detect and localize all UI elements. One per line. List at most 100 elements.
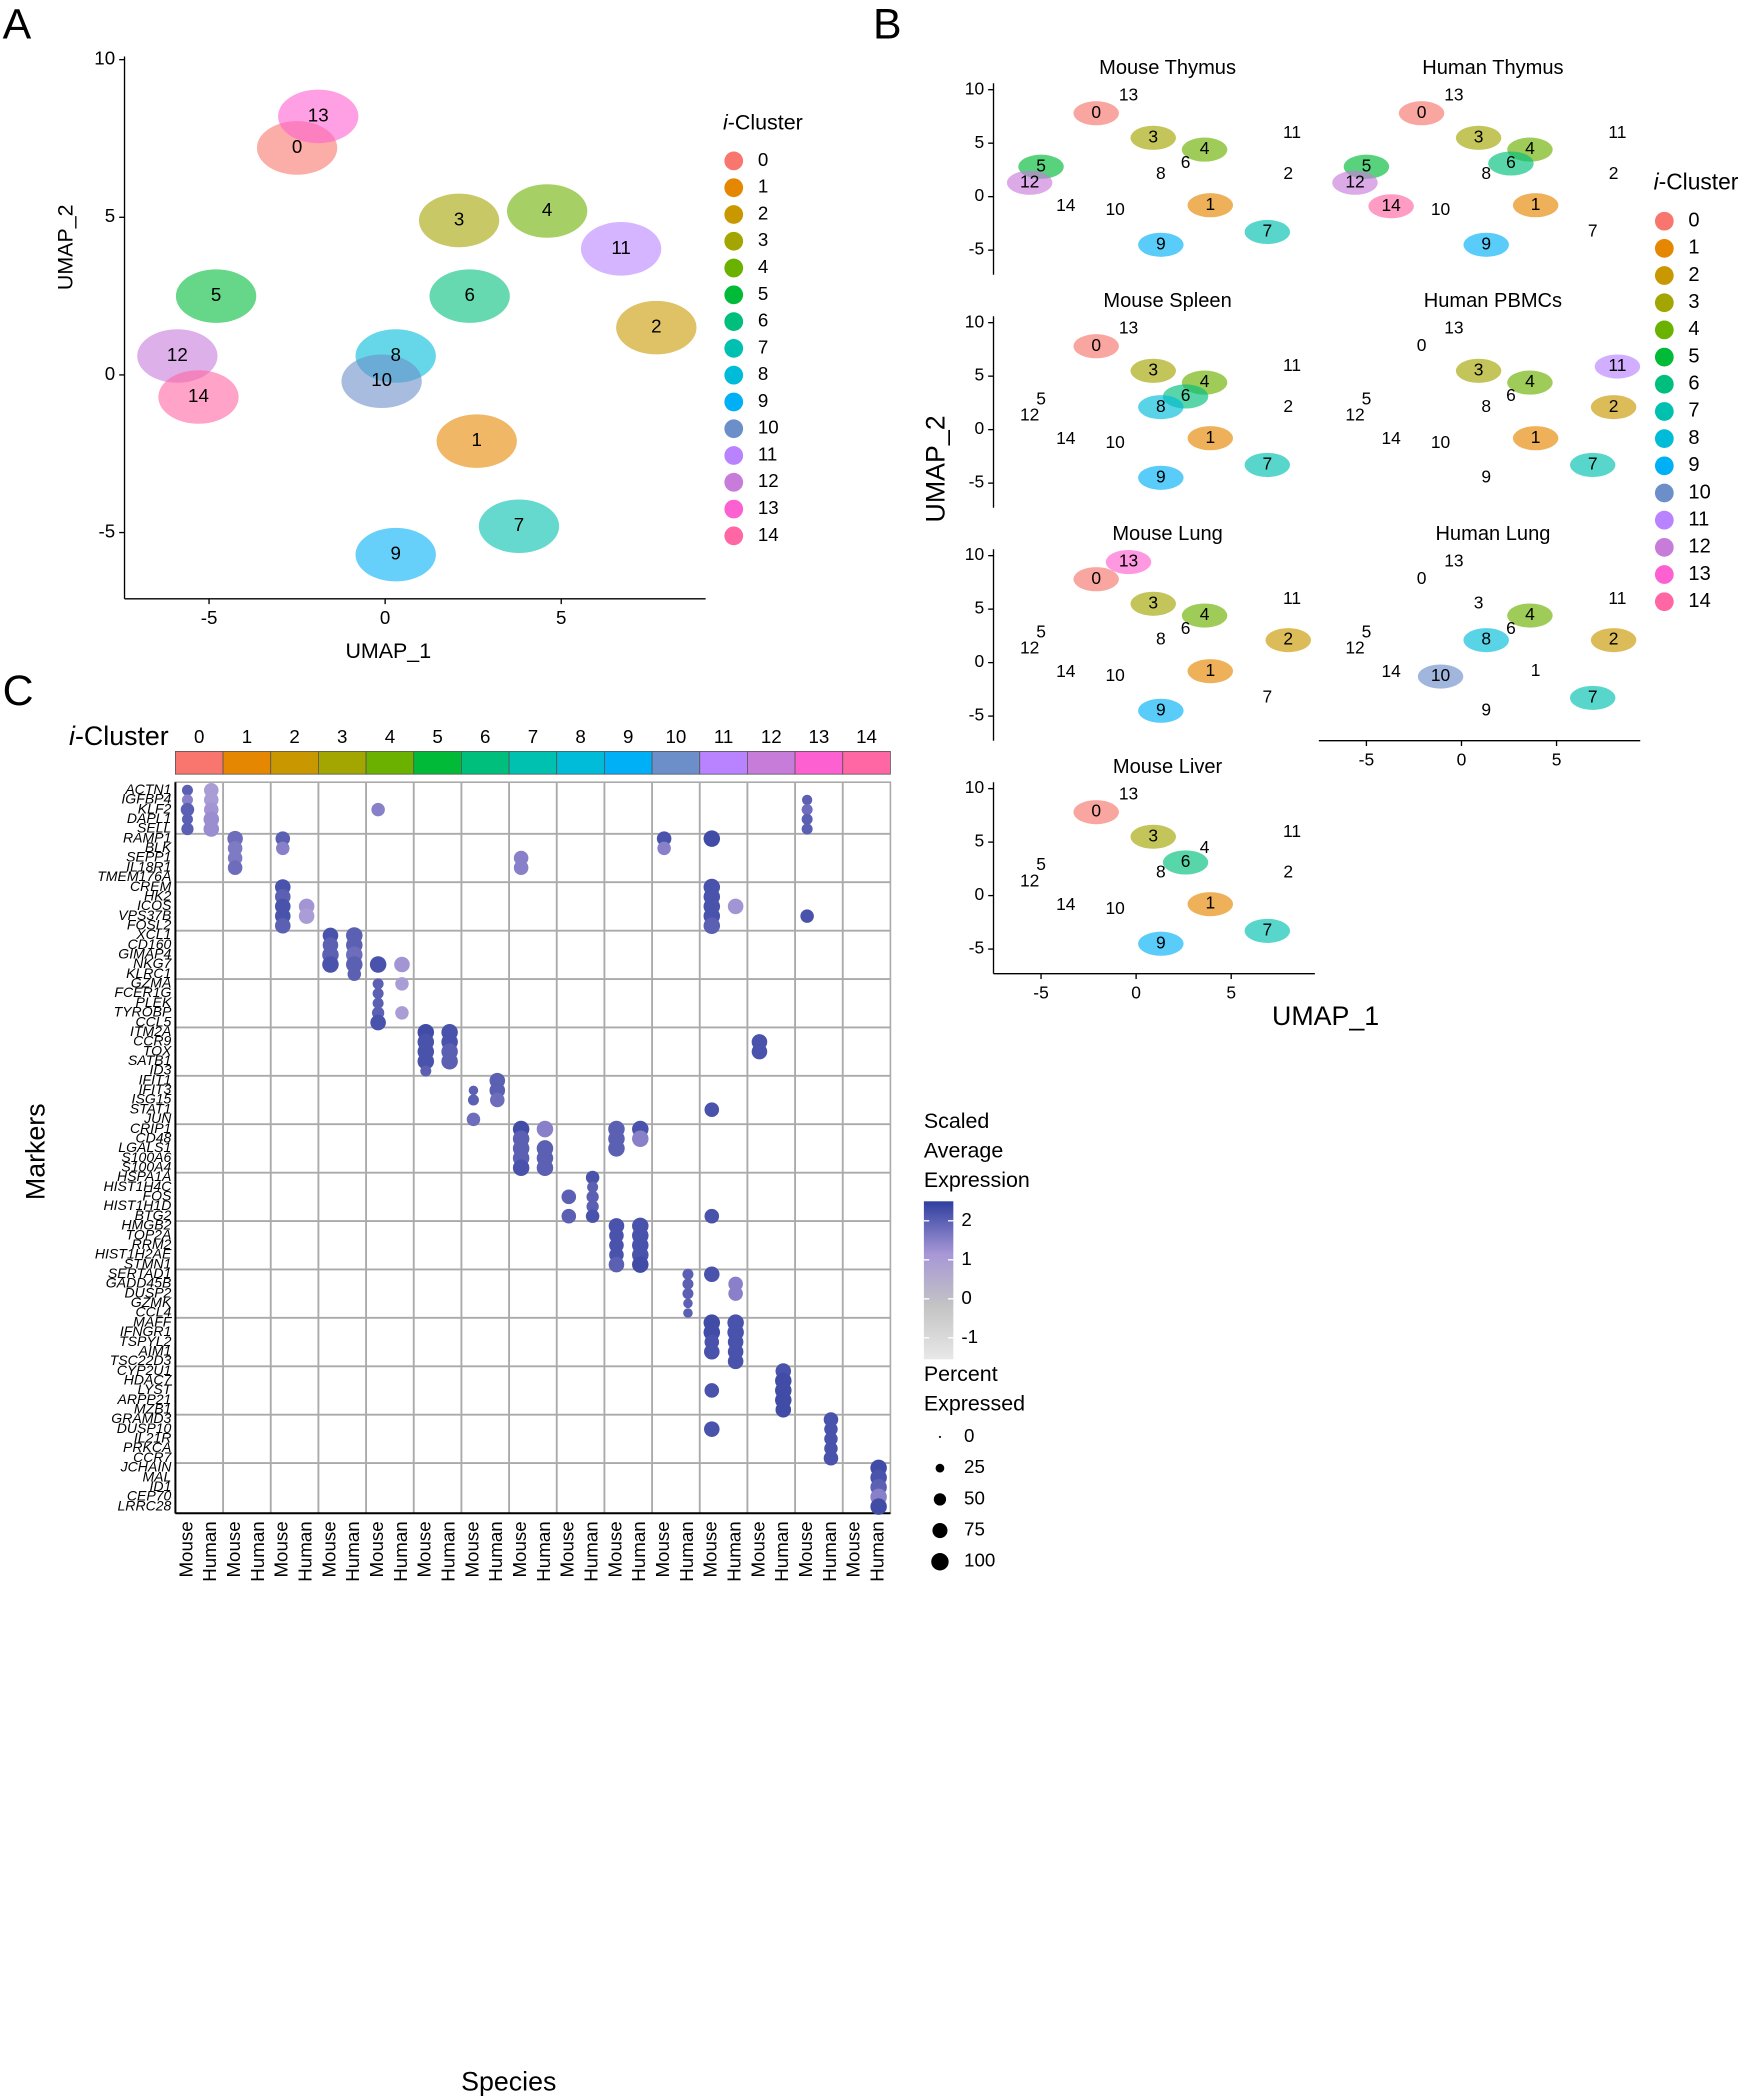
gene-label: HDAC7 [124,1371,173,1387]
legend-label: 7 [1688,400,1699,422]
cluster-label: 11 [1283,588,1301,608]
x-tick-label: Mouse [795,1521,816,1577]
cluster-cloud [1417,664,1464,689]
cluster-label: 9 [1156,932,1166,952]
gene-label: TOP2A [126,1226,172,1242]
panel-title: Human Thymus [1422,57,1563,79]
legend-swatch [724,285,744,305]
cluster-label: 11 [1283,355,1301,375]
legend-title-text: -Cluster [728,110,803,134]
cluster-label: 0 [1091,801,1101,821]
dot [704,1102,720,1117]
y-tick-label: 0 [974,884,984,904]
gene-label: TOX [143,1042,172,1058]
dot [801,813,813,825]
cluster-label: 4 [1525,371,1535,391]
gene-label: IL21R [134,1430,171,1446]
dot [536,1159,554,1177]
x-tick-label: Mouse [509,1521,530,1577]
cluster-label: 11 [1283,122,1301,142]
y-tick-label: 5 [974,365,984,385]
legend-swatch [1654,456,1674,476]
cluster-label: 3 [1474,359,1484,379]
legend-label: 2 [1688,264,1699,286]
legend-swatch [724,472,744,492]
cluster-label: 13 [1119,85,1138,105]
gene-label: BTG2 [135,1207,172,1223]
dot [441,1053,458,1070]
cluster-label: 13 [1119,551,1138,571]
cluster-label: 14 [1381,195,1401,215]
dot [276,841,290,856]
y-tick-label: 5 [974,831,984,851]
cluster-bar [461,751,510,775]
cluster-cloud [137,329,218,383]
dot [227,860,243,875]
cluster-bar [270,751,319,775]
gene-label: TSPYL2 [119,1333,172,1349]
dot [585,1209,600,1223]
cluster-cloud [1332,170,1378,195]
cluster-cloud [1073,101,1119,126]
cluster-label: 4 [1200,138,1210,158]
legend-label: 14 [1688,590,1710,612]
gene-label: IFNGR1 [120,1323,172,1339]
cluster-label: 10 [1106,199,1125,219]
gene-label: KLF2 [138,800,172,816]
cluster-cloud [506,184,588,238]
cluster-label: 4 [1200,371,1210,391]
x-tick-label: Mouse [843,1521,864,1577]
gene-label: VPS37B [118,907,171,923]
cluster-label: 3 [1148,359,1158,379]
dot [656,831,672,846]
legend-label: 12 [1688,536,1710,558]
legend-swatch [724,151,744,171]
legend-title: Percent [924,1362,998,1386]
x-tick-label: 5 [1226,982,1236,1002]
gene-label: GZMK [131,1294,172,1310]
cluster-cloud [1569,685,1616,710]
legend-label: 50 [964,1487,985,1508]
cluster-label: 5 [1036,155,1046,175]
cluster-cloud [158,370,239,424]
cluster-label: 4 [1200,837,1210,857]
cluster-label: 13 [1444,551,1463,571]
x-tick-label: Human [628,1521,649,1581]
cluster-cloud [1130,824,1176,849]
y-tick-label: 10 [965,777,984,797]
gene-label: XCL1 [135,926,171,942]
dot [682,1268,694,1280]
x-tick-label: Mouse [557,1521,578,1577]
legend-swatch [724,178,744,198]
dot [275,917,291,934]
cluster-label: 12 [1345,637,1364,657]
cluster-label: 3 [1474,126,1484,146]
gene-label: S100A6 [121,1149,171,1165]
gene-label: CCL4 [135,1304,171,1320]
y-tick-label: -5 [969,705,984,725]
gene-label: GADD45B [106,1275,172,1291]
cluster-label: 12 [761,726,782,747]
cluster-cloud [1507,603,1553,628]
dot [775,1402,792,1418]
gene-label: ID1 [150,1478,172,1494]
dot [682,1278,694,1290]
cluster-cloud [1244,918,1291,943]
x-tick-label: Human [581,1521,602,1581]
cluster-bar [651,751,701,775]
x-tick-label: Human [819,1521,840,1581]
cluster-label: 3 [454,208,464,229]
cluster-label: 7 [1262,919,1272,939]
gene-label: SERTAD1 [108,1265,171,1281]
panel-title: Human PBMCs [1424,290,1562,312]
dot [632,1130,649,1148]
dot [632,1256,649,1273]
cluster-cloud [1244,452,1291,477]
legend-label: 3 [758,229,768,250]
cluster-label: 1 [471,429,481,450]
cluster-cloud [478,499,560,554]
dot [370,1014,386,1031]
cluster-label: 8 [575,726,585,747]
dot [727,1353,744,1370]
gene-label: JUN [143,1110,172,1126]
